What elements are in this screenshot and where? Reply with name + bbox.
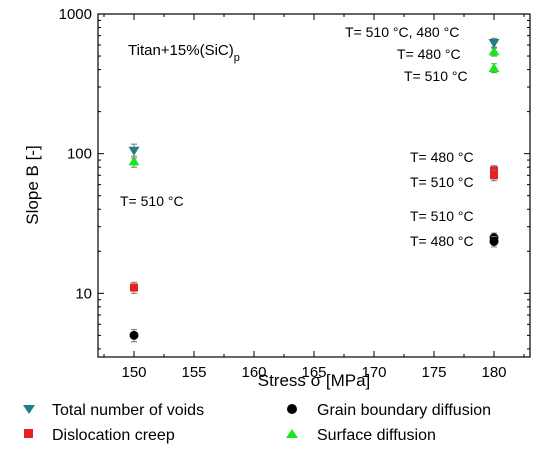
point-dislocation-creep xyxy=(490,171,498,180)
annotation-480-surface: T= 480 °C xyxy=(397,46,461,62)
legend-marker-creep xyxy=(24,429,33,438)
annotation-510-left: T= 510 °C xyxy=(120,193,184,209)
x-tick-label: 155 xyxy=(181,364,206,381)
legend-label-surface: Surface diffusion xyxy=(317,427,436,444)
legend-item-surface: Surface diffusion xyxy=(286,427,436,444)
y-tick-label: 1000 xyxy=(59,6,92,23)
legend-item-voids: Total number of voids xyxy=(23,402,204,419)
y-axis-label: Slope B [-] xyxy=(23,145,42,224)
legend-marker-surface xyxy=(286,429,298,438)
y-tick-label: 100 xyxy=(67,146,92,163)
x-tick-label: 180 xyxy=(481,364,506,381)
point-total-number-of-voids xyxy=(128,146,140,156)
legend-item-creep: Dislocation creep xyxy=(24,427,175,444)
y-tick-label: 10 xyxy=(75,285,92,302)
annotation-480-creep: T= 480 °C xyxy=(410,149,474,165)
legend-item-gb: Grain boundary diffusion xyxy=(287,402,491,419)
point-surface-diffusion xyxy=(488,63,500,73)
data-marks xyxy=(128,37,500,343)
material-label: Titan+15%(SiC)p xyxy=(128,42,240,64)
x-tick-label: 160 xyxy=(241,364,266,381)
annotation-510-creep: T= 510 °C xyxy=(410,174,474,190)
legend-marker-gb xyxy=(287,404,297,414)
x-tick-label: 150 xyxy=(121,364,146,381)
legend-label-voids: Total number of voids xyxy=(52,402,204,419)
axis-ticks: 150 155 160 165 170 175 180 10 100 1000 xyxy=(59,6,530,381)
material-label-subscript: p xyxy=(234,52,240,64)
point-grain-boundary-diffusion xyxy=(489,236,499,246)
legend: Total number of voids Dislocation creep … xyxy=(23,402,491,444)
x-axis-label: Stress σ [MPa] xyxy=(258,371,371,390)
point-surface-diffusion xyxy=(128,156,140,166)
point-surface-diffusion xyxy=(488,46,500,56)
annotation-480-gb: T= 480 °C xyxy=(410,233,474,249)
material-label-main: Titan+15%(SiC) xyxy=(128,42,234,59)
point-total-number-of-voids xyxy=(488,38,500,48)
point-dislocation-creep xyxy=(130,283,138,292)
annotation-510-gb: T= 510 °C xyxy=(410,208,474,224)
annotation-510-surface: T= 510 °C xyxy=(404,68,468,84)
legend-marker-voids xyxy=(23,405,35,414)
legend-label-gb: Grain boundary diffusion xyxy=(317,402,491,419)
legend-label-creep: Dislocation creep xyxy=(52,427,175,444)
point-grain-boundary-diffusion xyxy=(129,330,139,340)
x-tick-label: 175 xyxy=(421,364,446,381)
annotation-510-480: T= 510 °C, 480 °C xyxy=(345,24,459,40)
x-tick-label: 170 xyxy=(361,364,386,381)
x-tick-label: 165 xyxy=(301,364,326,381)
